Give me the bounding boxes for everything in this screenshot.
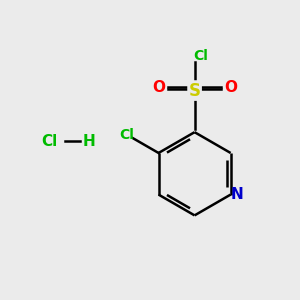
Text: H: H bbox=[83, 134, 95, 148]
Text: O: O bbox=[224, 80, 237, 95]
Text: Cl: Cl bbox=[193, 50, 208, 63]
Text: O: O bbox=[152, 80, 165, 95]
Text: S: S bbox=[189, 82, 201, 100]
Text: Cl: Cl bbox=[119, 128, 134, 142]
Text: N: N bbox=[231, 187, 244, 202]
Text: Cl: Cl bbox=[41, 134, 57, 148]
